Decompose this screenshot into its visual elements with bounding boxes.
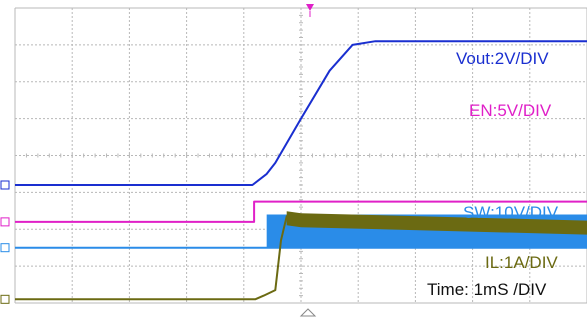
channel-marker xyxy=(0,217,10,227)
il-ripple-band xyxy=(286,211,587,235)
traces xyxy=(15,40,587,301)
sw-scale-label: SW:10V/DIV xyxy=(463,203,559,222)
vout-scale-label: Vout:2V/DIV xyxy=(456,49,549,68)
trace-1 xyxy=(15,200,587,223)
en-scale-label: EN:5V/DIV xyxy=(469,101,552,120)
channel-markers xyxy=(0,180,10,304)
channel-marker xyxy=(0,180,10,190)
il-scale-label: IL:1A/DIV xyxy=(485,253,558,272)
trigger-marker xyxy=(299,4,317,317)
trigger-arrow-icon xyxy=(306,4,314,11)
timebase-label: Time: 1mS /DIV xyxy=(427,280,547,299)
channel-marker xyxy=(0,243,10,253)
time-reference-triangle-icon xyxy=(299,308,317,317)
trace-0 xyxy=(15,40,587,186)
channel-marker xyxy=(0,294,10,304)
